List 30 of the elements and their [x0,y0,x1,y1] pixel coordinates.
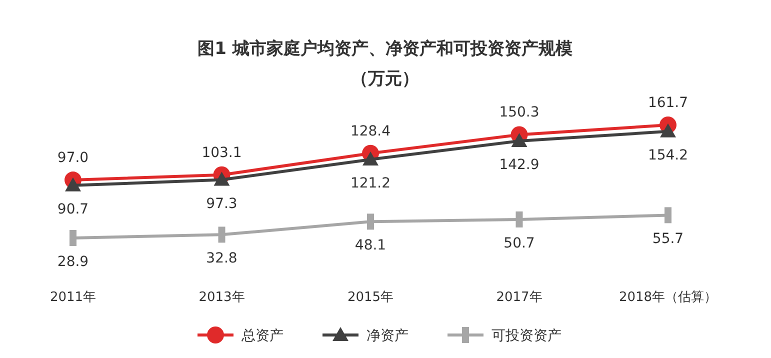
data-label: 97.3 [206,196,238,212]
point [660,123,676,138]
data-label: 150.3 [499,104,540,121]
legend-label: 可投资资产 [492,328,562,344]
data-label: 48.1 [354,238,386,254]
x-tick-label: 2015年 [347,290,394,305]
data-label: 103.1 [202,144,242,161]
data-label: 50.7 [504,235,535,252]
x-tick-label: 2013年 [198,290,245,305]
data-label: 55.7 [652,231,684,248]
x-tick-label: 2018年（估算） [618,290,718,305]
legend-label: 净资产 [366,328,408,344]
data-label: 154.2 [648,147,688,164]
data-label: 32.8 [206,250,238,267]
x-tick-label: 2017年 [496,290,542,305]
data-label: 121.2 [350,175,391,192]
data-label: 128.4 [350,123,391,140]
data-label: 90.7 [57,201,89,218]
point [214,172,230,186]
data-label: 97.0 [57,150,89,166]
data-label: 142.9 [499,156,540,173]
x-tick-label: 2011年 [50,290,96,305]
chart-title: 图1 城市家庭户均资产、净资产和可投资资产规模 [198,39,572,59]
data-label: 161.7 [648,95,688,111]
chart-subtitle: （万元） [351,69,419,89]
point [362,151,378,166]
point [65,177,81,192]
legend-label: 总资产 [240,328,284,344]
data-label: 28.9 [57,254,89,270]
point [511,132,528,147]
